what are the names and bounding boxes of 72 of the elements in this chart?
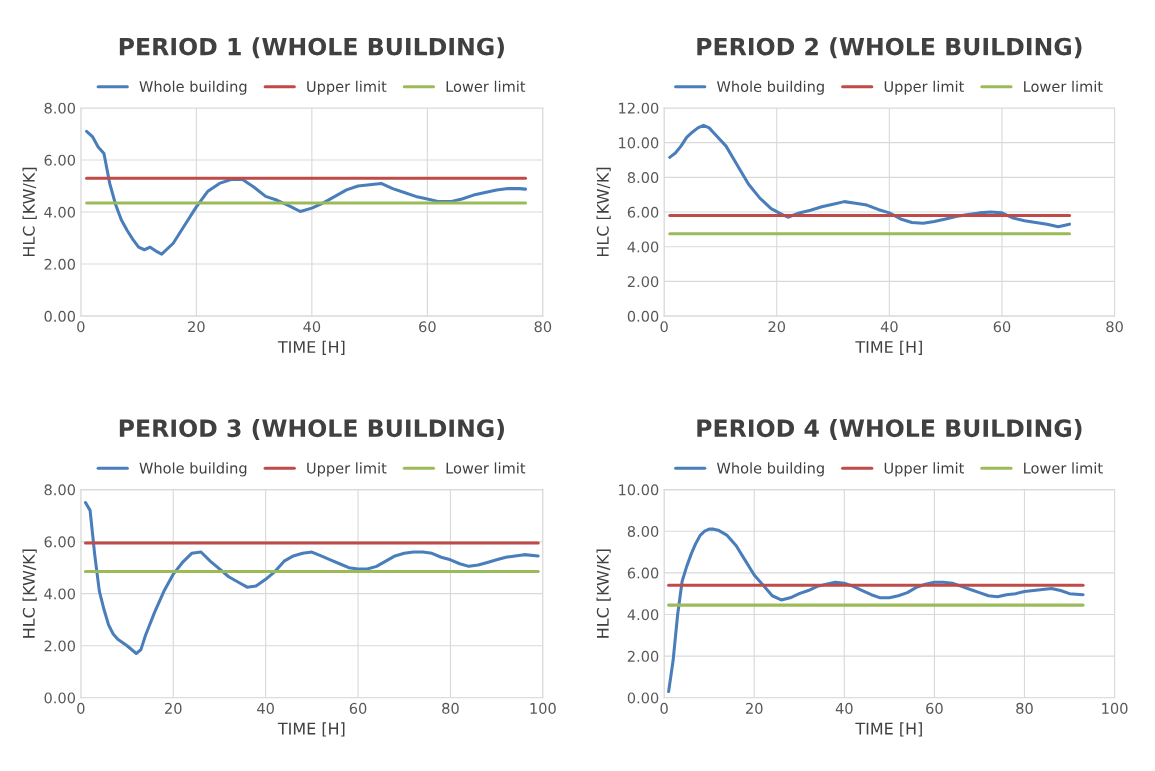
x-tick-label: 20 bbox=[746, 702, 763, 714]
x-tick-label: 40 bbox=[880, 321, 898, 333]
x-tick-label: 100 bbox=[530, 702, 556, 714]
y-tick-label: 2.00 bbox=[44, 258, 76, 270]
x-tick-label: 60 bbox=[993, 321, 1011, 333]
x-tick-label: 0 bbox=[660, 702, 668, 714]
x-tick-label: 100 bbox=[1102, 702, 1128, 714]
x-tick-label: 20 bbox=[188, 321, 205, 333]
y-tick-label: 6.00 bbox=[627, 567, 659, 579]
legend-label: Whole building bbox=[139, 462, 247, 477]
chart-title: PERIOD 4 (WHOLE BUILDING) bbox=[697, 418, 1082, 440]
y-axis-title: HLC [KW/K] bbox=[596, 167, 611, 257]
y-tick-label: 6.00 bbox=[44, 536, 76, 548]
y-tick-label: 4.00 bbox=[627, 609, 659, 621]
legend-label: Lower limit bbox=[1024, 80, 1103, 92]
x-tick-label: 60 bbox=[349, 702, 367, 714]
y-tick-label: 10.00 bbox=[619, 137, 659, 149]
legend-label: Whole building bbox=[716, 80, 824, 95]
x-tick-label: 80 bbox=[534, 321, 552, 333]
y-tick-label: 0.00 bbox=[627, 310, 659, 322]
y-tick-label: 8.00 bbox=[44, 484, 76, 496]
x-tick-label: 0 bbox=[77, 321, 85, 333]
x-tick-label: 0 bbox=[77, 702, 85, 714]
x-tick-label: 40 bbox=[835, 702, 853, 714]
y-tick-label: 2.00 bbox=[44, 640, 76, 652]
chart-title: PERIOD 2 (WHOLE BUILDING) bbox=[697, 37, 1082, 59]
x-tick-label: 80 bbox=[1106, 321, 1123, 333]
line-series bbox=[83, 501, 540, 656]
y-tick-label: 0.00 bbox=[627, 692, 659, 704]
line-series bbox=[667, 527, 1085, 694]
line-series bbox=[85, 129, 528, 256]
y-tick-label: 8.00 bbox=[627, 172, 659, 184]
x-tick-label: 60 bbox=[419, 321, 436, 333]
x-tick-label: 80 bbox=[1016, 702, 1033, 714]
y-tick-label: 4.00 bbox=[44, 588, 76, 600]
y-tick-label: 0.00 bbox=[44, 692, 76, 704]
y-tick-label: 2.00 bbox=[627, 276, 659, 288]
x-axis-title: TIME [H] bbox=[277, 340, 345, 355]
y-tick-label: 6.00 bbox=[627, 206, 659, 218]
legend-label: Whole building bbox=[716, 462, 824, 477]
x-axis-title: TIME [H] bbox=[855, 340, 922, 355]
x-axis-title: TIME [H] bbox=[277, 722, 345, 737]
x-tick-label: 80 bbox=[442, 702, 459, 714]
legend-label: Upper limit bbox=[884, 462, 964, 477]
y-tick-label: 8.00 bbox=[44, 102, 76, 114]
y-tick-label: 12.00 bbox=[619, 102, 659, 114]
x-axis-title: TIME [H] bbox=[855, 722, 922, 737]
x-tick-label: 40 bbox=[257, 702, 274, 714]
legend-label: Lower limit bbox=[1024, 462, 1103, 474]
y-tick-label: 10.00 bbox=[619, 484, 659, 496]
x-tick-label: 60 bbox=[926, 702, 943, 714]
legend-label: Upper limit bbox=[307, 80, 387, 95]
x-tick-label: 40 bbox=[303, 321, 321, 333]
chart-title: PERIOD 1 (WHOLE BUILDING) bbox=[119, 37, 504, 59]
legend-label: Upper limit bbox=[307, 462, 387, 477]
legend-label: Upper limit bbox=[884, 80, 964, 95]
y-axis-title: HLC [KW/K] bbox=[22, 167, 37, 257]
legend-label: Lower limit bbox=[446, 80, 526, 92]
y-tick-label: 0.00 bbox=[44, 310, 76, 322]
chart-title: PERIOD 3 (WHOLE BUILDING) bbox=[119, 418, 504, 440]
legend-label: Whole building bbox=[139, 80, 247, 95]
x-tick-label: 0 bbox=[660, 321, 668, 333]
x-tick-label: 20 bbox=[165, 702, 182, 714]
x-tick-label: 20 bbox=[768, 321, 786, 333]
y-tick-label: 4.00 bbox=[627, 241, 659, 253]
y-tick-label: 6.00 bbox=[44, 154, 76, 166]
legend-label: Lower limit bbox=[446, 462, 526, 474]
y-tick-label: 4.00 bbox=[44, 206, 76, 218]
y-axis-title: HLC [KW/K] bbox=[22, 549, 37, 638]
y-tick-label: 2.00 bbox=[627, 650, 659, 662]
y-tick-label: 8.00 bbox=[627, 525, 659, 537]
y-axis-title: HLC [KW/K] bbox=[596, 549, 611, 638]
